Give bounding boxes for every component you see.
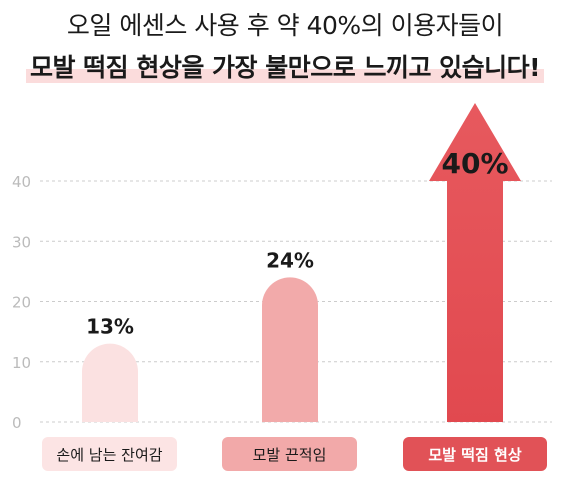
category-label-stickiness: 모발 끈적임: [222, 437, 357, 471]
y-tick-label: 30: [12, 233, 31, 251]
headline-line-2: 모발 떡짐 현상을 가장 불만으로 느끼고 있습니다!: [0, 48, 570, 84]
category-label-clumping: 모발 떡짐 현상: [403, 437, 547, 471]
data-label: 40%: [441, 147, 508, 180]
y-tick-label: 0: [12, 414, 22, 432]
headline-highlight: 모발 떡짐 현상을 가장 불만으로 느끼고 있습니다!: [25, 48, 545, 84]
category-label-residue: 손에 남는 잔여감: [42, 437, 177, 471]
headline-line-1: 오일 에센스 사용 후 약 40%의 이용자들이: [0, 6, 570, 42]
y-tick-label: 40: [12, 173, 31, 191]
highlight-marker: [25, 69, 545, 83]
bar: [82, 343, 138, 422]
data-label: 13%: [86, 315, 134, 339]
headline-text-2: 모발 떡짐 현상을 가장 불만으로 느끼고 있습니다!: [29, 53, 541, 82]
y-tick-label: 20: [12, 294, 31, 312]
y-tick-label: 10: [12, 354, 31, 372]
bar: [429, 103, 521, 422]
bar: [262, 277, 318, 422]
data-label: 24%: [266, 248, 314, 272]
headline-text-1: 오일 에센스 사용 후 약 40%의 이용자들이: [66, 11, 504, 40]
